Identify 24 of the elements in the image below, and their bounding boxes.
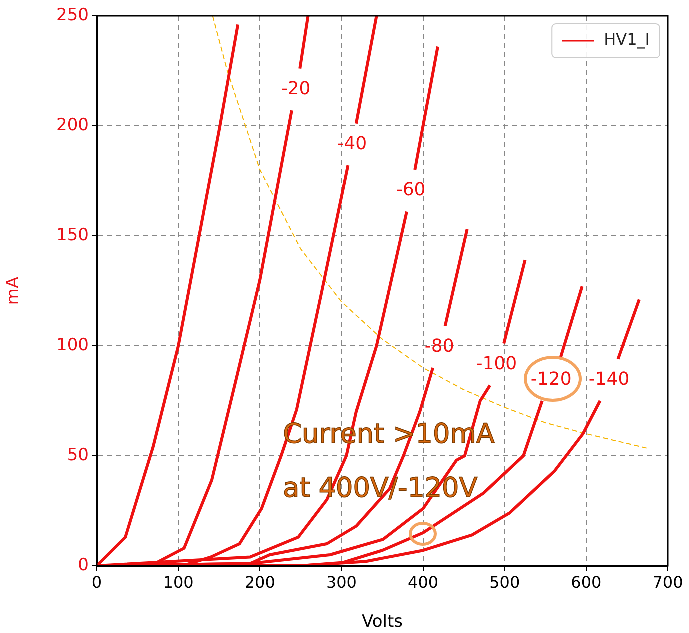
x-tick-label: 500 — [490, 572, 520, 592]
series-label: -140 — [588, 368, 630, 390]
x-axis-title: Volts — [362, 612, 404, 632]
x-tick-label: 200 — [244, 572, 276, 592]
series-label: -60 — [396, 180, 426, 201]
legend-label: HV1_I — [604, 30, 650, 50]
y-axis-title: mA — [4, 276, 24, 306]
x-tick-label: 100 — [163, 572, 194, 592]
x-tick-label: 400 — [408, 572, 439, 592]
y-tick-label: 100 — [56, 335, 89, 356]
y-tick-label: 50 — [67, 445, 89, 466]
x-tick-label: 300 — [326, 572, 357, 592]
x-tick-label: 700 — [652, 572, 684, 592]
y-tick-label: 250 — [56, 5, 89, 26]
y-tick-label: 150 — [56, 225, 89, 246]
x-tick-label: 0 — [92, 572, 102, 592]
series-label: -120 — [530, 368, 572, 390]
y-tick-label: 200 — [56, 115, 89, 136]
series-label: -80 — [424, 336, 454, 357]
series-label: -40 — [338, 133, 368, 154]
x-tick-label: 600 — [571, 572, 602, 592]
series-label: -20 — [281, 78, 311, 100]
series-label: -100 — [476, 353, 518, 374]
y-tick-label: 0 — [78, 555, 89, 576]
